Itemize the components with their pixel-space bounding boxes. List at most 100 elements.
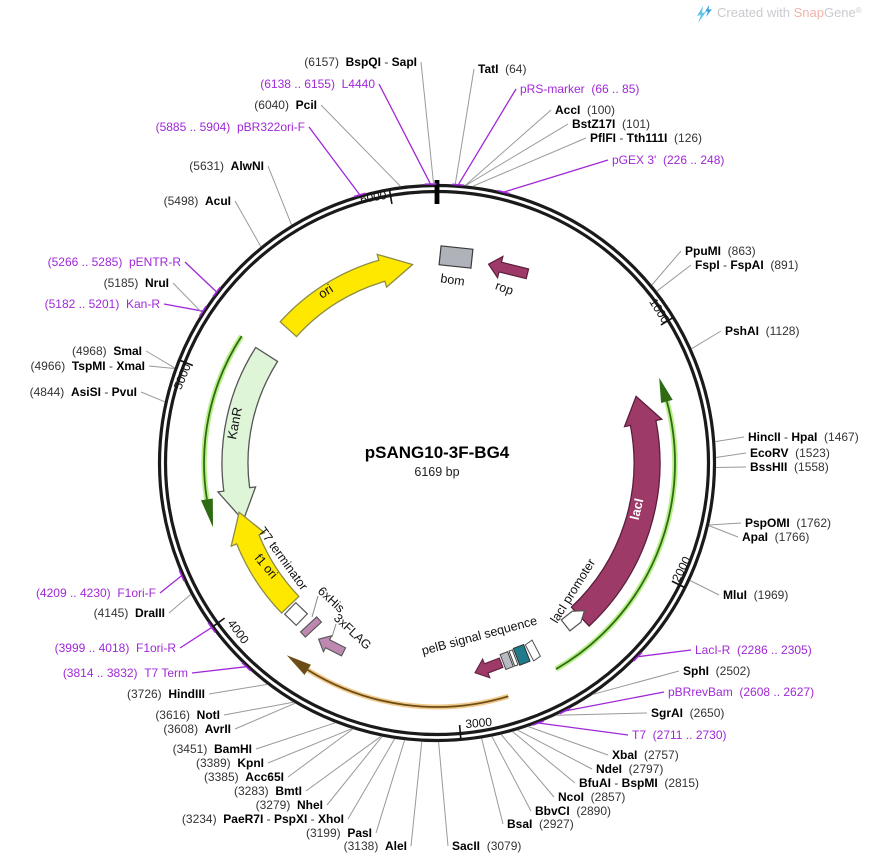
callout-enzyme-SmaI: (4968) SmaI	[72, 344, 175, 369]
label-enzyme-NdeI: NdeI (2797)	[596, 762, 663, 776]
primer-span-mark-Kan-R	[198, 305, 207, 317]
feature-f1ori-arrow	[230, 511, 300, 615]
label-enzyme-NcoI: NcoI (2857)	[558, 790, 625, 804]
primer-span-mark-pENTR-R	[212, 286, 221, 298]
label-enzyme-PshAI: PshAI (1128)	[725, 324, 799, 338]
callout-line-enzyme-HincII-HpaI	[715, 436, 745, 443]
primer-span-mark-T7	[532, 720, 545, 726]
callout-line-enzyme-BsaI	[481, 738, 504, 825]
callout-primer-Kan-R: (5182 .. 5201) Kan-R	[45, 297, 207, 317]
orf-arcs	[201, 334, 678, 710]
watermark-text: Created with SnapGene®	[717, 5, 862, 20]
primer-span-mark-pRS-marker	[452, 183, 465, 187]
callout-enzyme-FspI-FspAI: FspI - FspAI (891)	[656, 258, 798, 292]
primer-span-mark-pBR322ori-F	[353, 192, 366, 198]
tick-label-3000: 3000	[465, 715, 493, 731]
feature-kanr-label: KanR	[224, 406, 245, 441]
label-primer-F1ori-F: (4209 .. 4230) F1ori-F	[36, 586, 156, 600]
feature-pelb-group	[474, 639, 542, 679]
label-enzyme-XbaI: XbaI (2757)	[612, 748, 679, 762]
callout-primer-pBR322ori-F: (5885 .. 5904) pBR322ori-F	[156, 120, 366, 198]
callout-line-enzyme-NruI	[172, 282, 203, 314]
feature-laci-label: lacI	[627, 497, 646, 522]
callout-line-enzyme-EcoRV	[715, 452, 747, 458]
site-callouts: TatI (64) pRS-marker (66 .. 85) AccI (100)…	[30, 55, 859, 853]
feature-laci-arrow	[570, 395, 664, 628]
callout-primer-L4440: (6138 .. 6155) L4440	[260, 77, 437, 186]
primer-span-mark-pBRrevBam	[559, 707, 571, 715]
feature-ori-arrow	[279, 253, 414, 338]
label-enzyme-PflFI-Tth111I: PflFI - Tth111I (126)	[590, 131, 702, 145]
callout-enzyme-SgrAI: SgrAI (2650)	[556, 706, 724, 720]
callout-line-enzyme-BstZ17I	[465, 123, 569, 186]
callout-line-enzyme-PpuMI	[651, 250, 682, 286]
callout-enzyme-AvrII: (3608) AvrII	[163, 702, 296, 736]
callout-line-enzyme-AsiSI-PvuI	[140, 391, 165, 403]
callout-enzyme-AleI: (3138) AleI	[344, 741, 423, 853]
origin-marker	[434, 180, 440, 204]
feature-6xhis-label: 6xHis	[315, 584, 347, 616]
callout-primer-pENTR-R: (5266 .. 5285) pENTR-R	[48, 255, 221, 298]
callout-primer-T7: T7 (2711 .. 2730)	[532, 720, 727, 742]
tick-mark-1000	[660, 317, 674, 326]
label-enzyme-NotI: (3616) NotI	[155, 708, 220, 722]
callout-enzyme-NdeI: NdeI (2797)	[517, 729, 663, 776]
primer-span-mark-F1ori-F	[178, 569, 185, 582]
label-enzyme-BstZ17I: BstZ17I (101)	[572, 117, 650, 131]
label-enzyme-AvrII: (3608) AvrII	[163, 722, 231, 736]
callout-line-primer-F1ori-F	[159, 575, 183, 594]
callout-line-primer-LacI-R	[637, 649, 692, 658]
callout-enzyme-MluI: MluI (1969)	[689, 580, 788, 602]
label-enzyme-SphI: SphI (2502)	[683, 664, 750, 678]
callout-line-enzyme-SgrAI	[556, 712, 648, 716]
orf-arc-kanr	[203, 335, 243, 500]
callout-enzyme-NruI: (5185) NruI	[104, 276, 203, 314]
callout-line-enzyme-ApaI	[708, 525, 739, 538]
callout-line-primer-pRS-marker	[457, 88, 517, 186]
label-enzyme-FspI-FspAI: FspI - FspAI (891)	[695, 258, 798, 272]
label-primer-T7Term: (3814 .. 3832) T7 Term	[63, 666, 188, 680]
callout-line-enzyme-NheI	[326, 736, 383, 806]
callout-enzyme-TatI: TatI (64)	[454, 62, 526, 185]
callout-enzyme-BfuAI-BspMI: BfuAI - BspMI (2815)	[512, 731, 699, 790]
label-enzyme-NheI: (3279) NheI	[256, 798, 323, 812]
callout-enzyme-BmtI: (3283) BmtI	[234, 735, 382, 798]
label-enzyme-SmaI: (4968) SmaI	[72, 344, 142, 358]
callout-line-primer-L4440	[378, 83, 432, 185]
callout-enzyme-BspQI-SapI: (6157) BspQI - SapI	[304, 55, 435, 185]
primer-span-mark-T7Term	[241, 662, 252, 672]
callout-enzyme-BbvCI: BbvCI (2890)	[491, 736, 611, 818]
callout-line-primer-T7Term	[191, 666, 247, 674]
label-primer-F1ori-R: (3999 .. 4018) F1ori-R	[55, 641, 177, 655]
callout-enzyme-AccI: AccI (100)	[465, 103, 615, 186]
callout-primer-F1ori-R: (3999 .. 4018) F1ori-R	[55, 622, 216, 655]
callout-line-enzyme-BbvCI	[491, 736, 532, 812]
callout-line-primer-Kan-R	[163, 303, 204, 312]
plasmid-title: pSANG10-3F-BG4	[365, 443, 510, 462]
label-enzyme-SacII: SacII (3079)	[452, 839, 521, 853]
callout-enzyme-HincII-HpaI: HincII - HpaI (1467)	[715, 430, 859, 444]
tick-mark-6000	[388, 189, 393, 205]
callout-enzyme-PshAI: PshAI (1128)	[691, 324, 799, 350]
feature-arcs: ori KanR f1 ori lacI bom rop T7 terminat…	[216, 245, 664, 679]
callout-line-primer-pGEX3	[503, 159, 609, 193]
primer-span-mark-pGEX3	[497, 189, 510, 195]
feature-bom-box	[438, 245, 474, 269]
label-enzyme-KpnI: (3389) KpnI	[196, 756, 264, 770]
orf-arrowhead-laci	[659, 377, 673, 403]
pelb-white-sliver	[508, 649, 519, 667]
callout-primer-T7Term: (3814 .. 3832) T7 Term	[63, 662, 252, 680]
callout-line-enzyme-BamHI	[255, 722, 336, 750]
callout-line-enzyme-TspMI-XmaI	[148, 365, 175, 369]
label-enzyme-BamHI: (3451) BamHI	[173, 742, 252, 756]
callout-enzyme-AlwNI: (5631) AlwNI	[189, 159, 293, 226]
pelb-outline-box	[524, 639, 542, 662]
label-enzyme-BmtI: (3283) BmtI	[234, 784, 302, 798]
callout-line-enzyme-MluI	[689, 580, 720, 596]
label-enzyme-Acc65I: (3385) Acc65I	[204, 770, 284, 784]
callout-enzyme-Acc65I: (3385) Acc65I	[204, 728, 354, 784]
label-enzyme-SgrAI: SgrAI (2650)	[651, 706, 724, 720]
label-enzyme-MluI: MluI (1969)	[723, 588, 788, 602]
